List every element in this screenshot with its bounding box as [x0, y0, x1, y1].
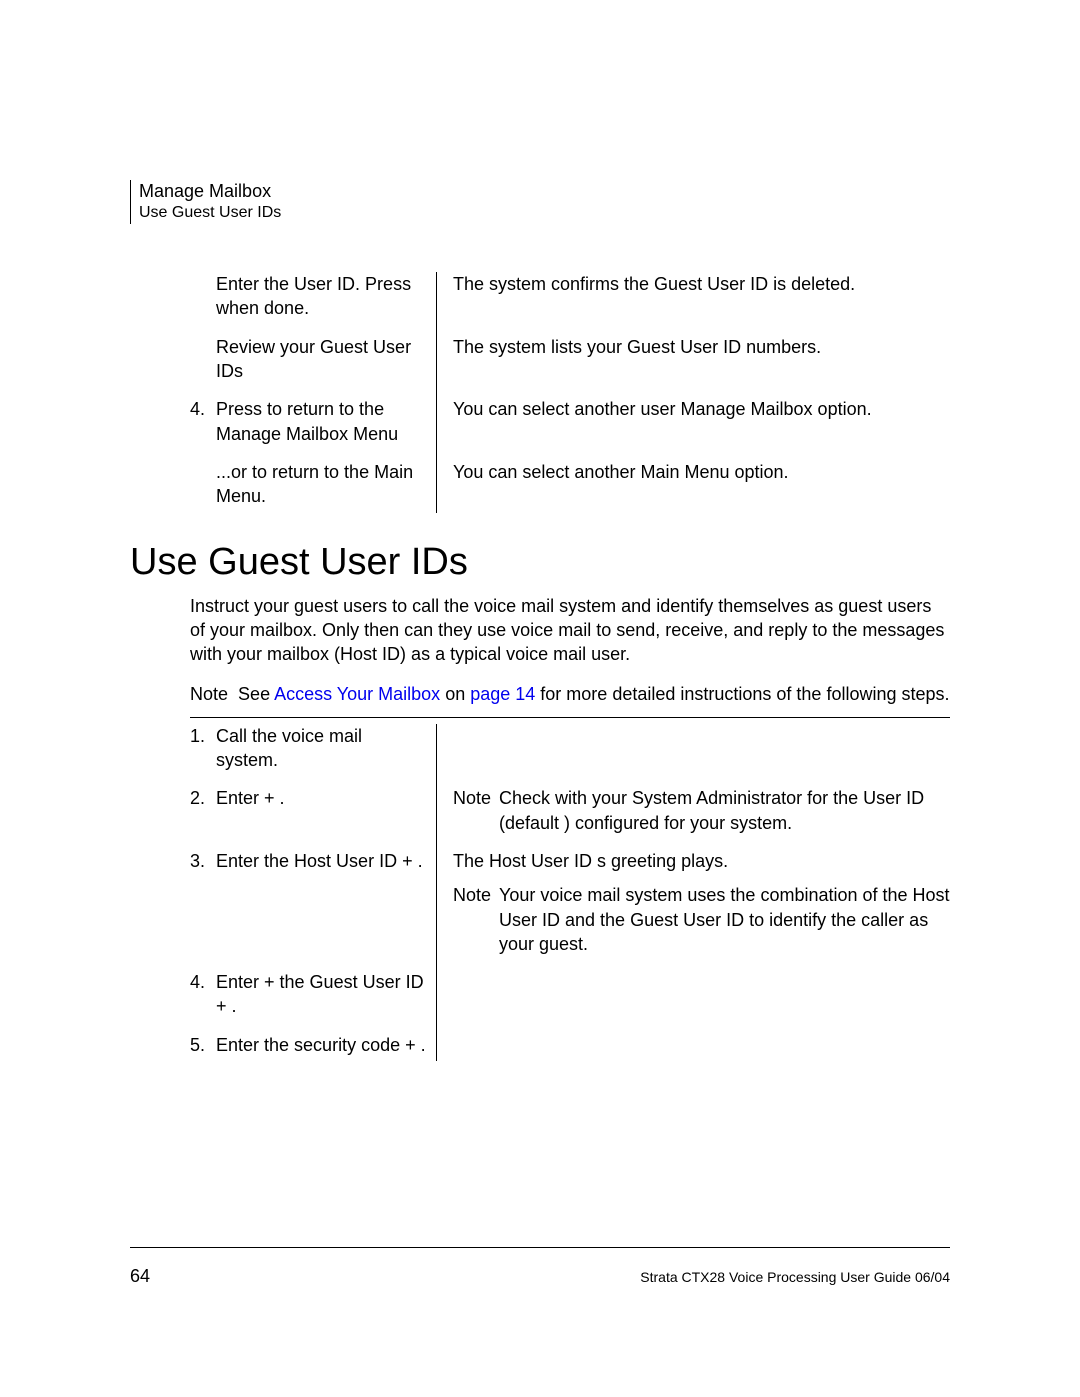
header-chapter: Manage Mailbox — [139, 180, 950, 203]
note-body: Your voice mail system uses the combinat… — [499, 883, 950, 956]
step-result: The Host User ID s greeting plays. Note … — [437, 849, 950, 970]
step-number — [190, 272, 216, 335]
procedure-table-1: Enter the User ID. Press when done. The … — [190, 272, 950, 512]
step-number: 5. — [190, 1033, 216, 1061]
step-result: You can select another Main Menu option. — [437, 460, 950, 513]
table-row: 3. Enter the Host User ID + . The Host U… — [190, 849, 950, 970]
step-number: 2. — [190, 786, 216, 849]
note-paragraph: Note See Access Your Mailbox on page 14 … — [190, 682, 950, 706]
page-header: Manage Mailbox Use Guest User IDs — [130, 180, 950, 224]
section-heading: Use Guest User IDs — [130, 541, 950, 584]
step-number: 4. — [190, 397, 216, 460]
step-number: 1. — [190, 724, 216, 787]
step-action: Press to return to the Manage Mailbox Me… — [216, 397, 437, 460]
table-row: 1. Call the voice mail system. — [190, 724, 950, 787]
step-number — [190, 335, 216, 398]
step-result: Note Check with your System Administrato… — [437, 786, 950, 849]
procedure-table-2: 1. Call the voice mail system. 2. Enter … — [190, 724, 950, 1061]
table-row: 5. Enter the security code + . — [190, 1033, 950, 1061]
step-result — [437, 970, 950, 1033]
table-row: Enter the User ID. Press when done. The … — [190, 272, 950, 335]
divider — [190, 717, 950, 718]
page-number: 64 — [130, 1266, 150, 1287]
table-row: 2. Enter + . Note Check with your System… — [190, 786, 950, 849]
step-number — [190, 460, 216, 513]
note-text-pre: See — [238, 684, 274, 704]
step-action: Enter the User ID. Press when done. — [216, 272, 437, 335]
step-action: Enter the security code + . — [216, 1033, 437, 1061]
note-text-mid: on — [440, 684, 470, 704]
document-page: Manage Mailbox Use Guest User IDs Enter … — [0, 0, 1080, 1397]
table-row: 4. Press to return to the Manage Mailbox… — [190, 397, 950, 460]
link-page-14[interactable]: page 14 — [470, 684, 535, 704]
step-result: The system confirms the Guest User ID is… — [437, 272, 950, 335]
table-row: Review your Guest User IDs The system li… — [190, 335, 950, 398]
note-label: Note — [190, 684, 228, 704]
step-number: 4. — [190, 970, 216, 1033]
footer-citation: Strata CTX28 Voice Processing User Guide… — [640, 1269, 950, 1285]
step-number: 3. — [190, 849, 216, 970]
note-label: Note — [453, 786, 499, 835]
page-footer: 64 Strata CTX28 Voice Processing User Gu… — [130, 1239, 950, 1287]
step-result: You can select another user Manage Mailb… — [437, 397, 950, 460]
table-row: ...or to return to the Main Menu. You ca… — [190, 460, 950, 513]
footer-divider — [130, 1247, 950, 1248]
body-paragraph: Instruct your guest users to call the vo… — [190, 594, 950, 667]
result-text: The Host User ID s greeting plays. — [453, 849, 950, 873]
step-action: Enter + . — [216, 786, 437, 849]
note-text-post: for more detailed instructions of the fo… — [535, 684, 949, 704]
step-action: Call the voice mail system. — [216, 724, 437, 787]
step-action: Enter + the Guest User ID + . — [216, 970, 437, 1033]
step-action: Review your Guest User IDs — [216, 335, 437, 398]
header-section: Use Guest User IDs — [139, 203, 950, 224]
step-result — [437, 1033, 950, 1061]
table-row: 4. Enter + the Guest User ID + . — [190, 970, 950, 1033]
step-result: The system lists your Guest User ID numb… — [437, 335, 950, 398]
link-access-mailbox[interactable]: Access Your Mailbox — [274, 684, 440, 704]
note-label: Note — [453, 883, 499, 956]
step-result — [437, 724, 950, 787]
step-action: Enter the Host User ID + . — [216, 849, 437, 970]
note-body: Check with your System Administrator for… — [499, 786, 950, 835]
step-action: ...or to return to the Main Menu. — [216, 460, 437, 513]
